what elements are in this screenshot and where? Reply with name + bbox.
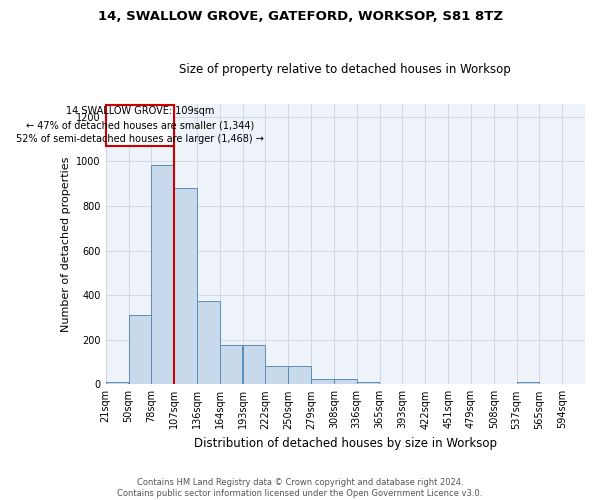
Y-axis label: Number of detached properties: Number of detached properties <box>61 156 71 332</box>
Bar <box>197 300 220 384</box>
Bar <box>151 165 174 384</box>
Bar <box>265 366 288 384</box>
Text: 14, SWALLOW GROVE, GATEFORD, WORKSOP, S81 8TZ: 14, SWALLOW GROVE, GATEFORD, WORKSOP, S8… <box>97 10 503 23</box>
Bar <box>174 188 197 384</box>
Bar <box>311 378 334 384</box>
Bar <box>220 346 242 385</box>
Bar <box>106 382 128 384</box>
Bar <box>334 378 356 384</box>
Title: Size of property relative to detached houses in Worksop: Size of property relative to detached ho… <box>179 63 511 76</box>
Bar <box>242 346 265 385</box>
Bar <box>357 382 379 384</box>
Bar <box>289 366 311 384</box>
Bar <box>128 315 151 384</box>
Text: Contains HM Land Registry data © Crown copyright and database right 2024.
Contai: Contains HM Land Registry data © Crown c… <box>118 478 482 498</box>
FancyBboxPatch shape <box>106 104 174 146</box>
X-axis label: Distribution of detached houses by size in Worksop: Distribution of detached houses by size … <box>194 437 497 450</box>
Bar <box>517 382 539 384</box>
Text: 14 SWALLOW GROVE: 109sqm
← 47% of detached houses are smaller (1,344)
52% of sem: 14 SWALLOW GROVE: 109sqm ← 47% of detach… <box>16 106 264 144</box>
